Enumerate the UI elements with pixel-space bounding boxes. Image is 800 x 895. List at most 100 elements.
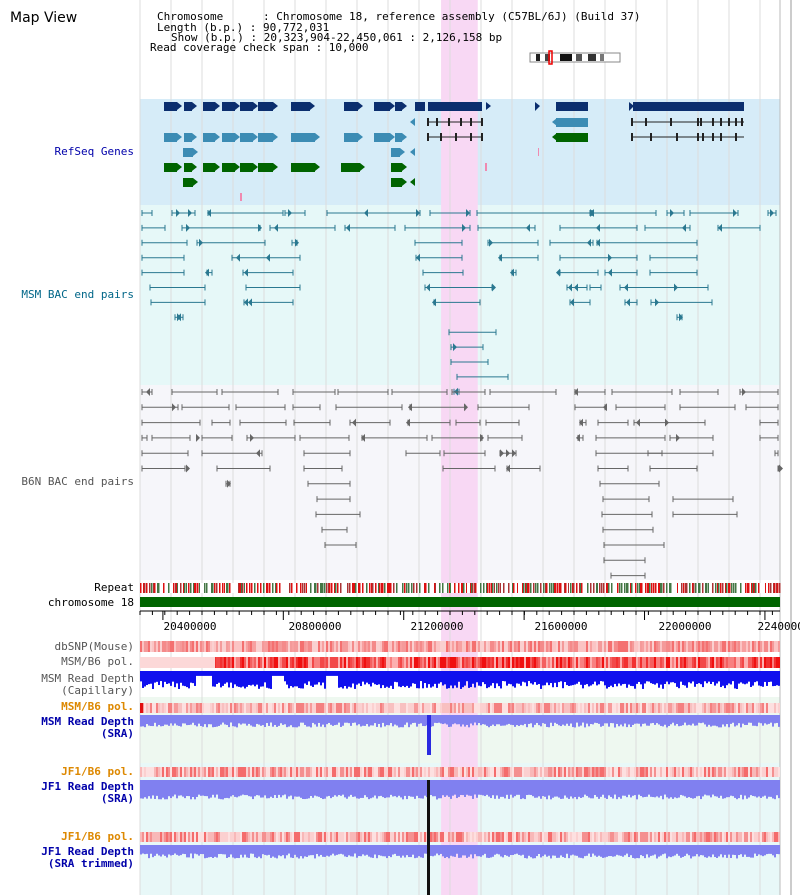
polymorphism-cell bbox=[380, 641, 382, 652]
read-depth-bar bbox=[228, 845, 230, 858]
gene-exon bbox=[291, 102, 310, 111]
polymorphism-cell bbox=[664, 641, 666, 652]
read-depth-bar bbox=[630, 845, 632, 856]
polymorphism-cell bbox=[728, 767, 730, 777]
read-depth-bar bbox=[178, 845, 180, 856]
repeat-element bbox=[758, 583, 760, 593]
repeat-element bbox=[735, 583, 737, 593]
bac-end-arrow bbox=[364, 209, 368, 217]
gene-exon bbox=[741, 118, 743, 126]
read-depth-bar bbox=[356, 671, 358, 685]
polymorphism-cell bbox=[470, 703, 472, 713]
polymorphism-cell bbox=[672, 641, 674, 652]
polymorphism-cell bbox=[284, 641, 286, 652]
polymorphism-cell bbox=[594, 767, 596, 777]
polymorphism-cell bbox=[776, 657, 778, 668]
polymorphism-cell bbox=[416, 657, 418, 668]
bac-end-arrow bbox=[188, 209, 192, 217]
polymorphism-cell bbox=[710, 832, 712, 842]
polymorphism-cell bbox=[168, 703, 170, 713]
repeat-element bbox=[705, 583, 707, 593]
read-depth-bar bbox=[672, 780, 674, 799]
gene-strand-arrow bbox=[273, 102, 278, 110]
read-depth-bar bbox=[508, 780, 510, 799]
polymorphism-cell bbox=[474, 703, 476, 713]
read-depth-bar bbox=[350, 715, 352, 726]
polymorphism-cell bbox=[272, 657, 274, 668]
polymorphism-cell bbox=[250, 641, 252, 652]
polymorphism-cell bbox=[694, 832, 696, 842]
read-depth-bar bbox=[404, 671, 406, 688]
read-depth-bar bbox=[396, 715, 398, 726]
repeat-element bbox=[676, 583, 678, 593]
read-depth-bar bbox=[748, 780, 750, 798]
read-depth-bar bbox=[666, 780, 668, 798]
polymorphism-cell bbox=[752, 832, 754, 842]
polymorphism-cell bbox=[634, 703, 636, 713]
read-depth-bar bbox=[272, 715, 274, 727]
read-depth-bar bbox=[412, 845, 414, 855]
polymorphism-cell bbox=[298, 832, 300, 842]
read-depth-bar bbox=[668, 671, 670, 685]
polymorphism-cell bbox=[406, 703, 408, 713]
polymorphism-cell bbox=[504, 657, 506, 668]
gene-strand-arrow bbox=[400, 148, 405, 156]
read-depth-bar bbox=[696, 780, 698, 797]
read-depth-bar bbox=[458, 715, 460, 725]
repeat-element bbox=[501, 583, 503, 593]
read-depth-bar bbox=[324, 845, 326, 857]
read-depth-bar bbox=[580, 715, 582, 726]
polymorphism-cell bbox=[246, 657, 248, 668]
polymorphism-cell bbox=[164, 832, 166, 842]
read-depth-bar bbox=[410, 671, 412, 687]
read-depth-bar bbox=[404, 715, 406, 725]
gene-exon bbox=[697, 133, 699, 141]
polymorphism-cell bbox=[216, 703, 218, 713]
polymorphism-cell bbox=[222, 657, 224, 668]
read-depth-bar bbox=[692, 780, 694, 799]
repeat-element bbox=[576, 583, 578, 593]
repeat-element bbox=[766, 583, 768, 593]
polymorphism-cell bbox=[316, 657, 318, 668]
read-depth-bar bbox=[196, 780, 198, 797]
read-depth-bar bbox=[700, 671, 702, 685]
read-depth-bar bbox=[222, 671, 224, 686]
polymorphism-cell bbox=[298, 767, 300, 777]
bac-end-arrow bbox=[258, 223, 262, 232]
read-depth-bar bbox=[360, 845, 362, 857]
bac-end-arrow bbox=[576, 433, 580, 442]
repeat-element bbox=[343, 583, 345, 593]
polymorphism-cell bbox=[752, 641, 754, 652]
polymorphism-cell bbox=[620, 641, 622, 652]
read-depth-bar bbox=[436, 845, 438, 854]
repeat-element bbox=[670, 583, 672, 593]
gene-exon bbox=[164, 133, 177, 142]
read-depth-bar bbox=[282, 715, 284, 725]
polymorphism-cell bbox=[430, 657, 432, 668]
repeat-element bbox=[246, 583, 248, 593]
polymorphism-cell bbox=[670, 641, 672, 652]
read-depth-bar bbox=[330, 845, 332, 856]
polymorphism-cell bbox=[164, 767, 166, 777]
read-depth-bar bbox=[336, 845, 338, 855]
polymorphism-cell bbox=[222, 767, 224, 777]
polymorphism-cell bbox=[740, 657, 742, 668]
polymorphism-cell bbox=[710, 641, 712, 652]
read-depth-bar bbox=[572, 780, 574, 799]
read-depth-bar bbox=[518, 780, 520, 795]
polymorphism-cell bbox=[270, 832, 272, 842]
repeat-element bbox=[354, 583, 356, 593]
read-depth-bar bbox=[508, 845, 510, 857]
read-depth-bar bbox=[392, 715, 394, 727]
polymorphism-cell bbox=[166, 641, 168, 652]
polymorphism-cell bbox=[506, 657, 508, 668]
polymorphism-cell bbox=[408, 703, 410, 713]
polymorphism-cell bbox=[440, 657, 442, 668]
polymorphism-cell bbox=[446, 657, 448, 668]
read-depth-bar bbox=[700, 845, 702, 856]
read-depth-bar bbox=[336, 671, 338, 676]
repeat-element bbox=[702, 583, 704, 593]
read-depth-bar bbox=[198, 671, 200, 676]
read-depth-bar bbox=[246, 671, 248, 687]
